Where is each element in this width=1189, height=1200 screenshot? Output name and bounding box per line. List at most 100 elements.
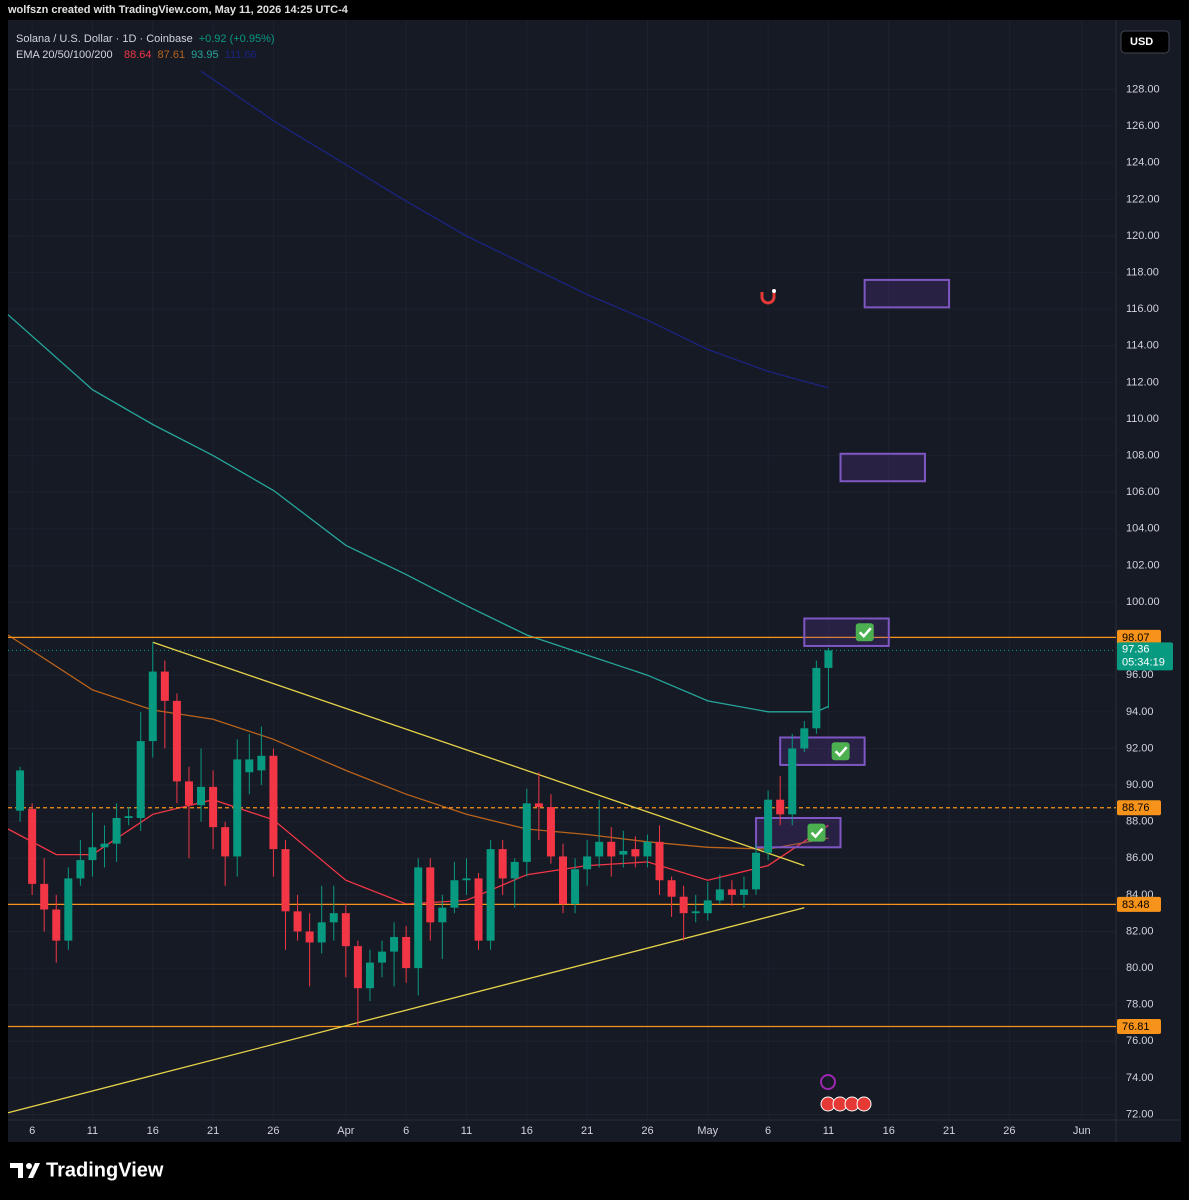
y-tick-label: 72.00 [1126, 1108, 1154, 1120]
currency[interactable]: USD [1130, 36, 1153, 48]
candle-body [739, 889, 748, 895]
y-tick-label: 78.00 [1126, 999, 1154, 1011]
candle-body [28, 808, 37, 884]
x-tick-label: 16 [883, 1125, 895, 1137]
candle-body [257, 755, 266, 771]
candle-body [607, 841, 616, 857]
level-tag [1117, 800, 1161, 816]
candle-body [788, 748, 797, 815]
currency-button[interactable] [1120, 30, 1170, 54]
y-tick-label: 110.00 [1126, 413, 1159, 425]
candle-body [486, 849, 495, 941]
x-tick-label: 6 [29, 1125, 35, 1137]
last-price-tag [1117, 642, 1173, 671]
candle-body [293, 911, 302, 932]
x-tick-label: 26 [1003, 1125, 1015, 1137]
candle-body [341, 913, 350, 947]
y-tick-label: 124.00 [1126, 157, 1160, 169]
candle-body [426, 867, 435, 923]
candle-body [402, 936, 411, 969]
candle-body [221, 827, 230, 857]
logo [10, 1163, 40, 1178]
level-label: 88.76 [1122, 802, 1150, 814]
candle-body [414, 867, 423, 969]
candle-body [184, 781, 193, 806]
candle-body [571, 869, 580, 905]
last-price-label: 97.36 [1122, 643, 1150, 655]
magnet-icon [760, 289, 776, 305]
indicator-value: 88.64 [124, 49, 152, 61]
countdown: 05:34:19 [1122, 656, 1165, 668]
y-tick-label: 100.00 [1126, 596, 1160, 608]
trendline [7, 907, 805, 1114]
x-tick-label: 21 [581, 1125, 593, 1137]
candle-body [631, 849, 640, 857]
candle-body [679, 896, 688, 914]
x-tick-label: May [697, 1125, 718, 1137]
candle-body [824, 650, 833, 668]
candle-body [76, 860, 85, 879]
candle-body [703, 900, 712, 914]
y-tick-label: 116.00 [1126, 303, 1159, 315]
level-tag [1117, 896, 1161, 912]
y-tick-label: 74.00 [1126, 1072, 1154, 1084]
x-tick-label: 26 [267, 1125, 279, 1137]
candle-body [16, 770, 25, 811]
event-icons [820, 1074, 872, 1112]
candle-body [172, 700, 181, 782]
credit: wolfszn created with TradingView.com, Ma… [7, 4, 349, 16]
check-icon [807, 823, 826, 842]
candle-body [317, 922, 326, 943]
check-mark [834, 746, 848, 758]
candle-body [305, 931, 314, 943]
candle-body [800, 728, 809, 749]
candle-body [365, 962, 374, 989]
y-tick-label: 114.00 [1126, 340, 1159, 352]
candle-body [474, 878, 483, 941]
candle-body [245, 759, 254, 773]
candle-body [233, 759, 242, 857]
candle-body [691, 911, 700, 914]
ema-line [7, 314, 829, 713]
candle-body [498, 849, 507, 879]
x-tick-label: 16 [147, 1125, 159, 1137]
candle-body [136, 741, 145, 819]
y-tick-label: 112.00 [1126, 376, 1159, 388]
candle-body [764, 799, 773, 853]
candle-body [52, 909, 61, 941]
candle-body [715, 889, 724, 901]
candle-body [546, 807, 555, 857]
y-tick-label: 128.00 [1126, 83, 1160, 95]
candle-body [812, 667, 821, 729]
y-tick-label: 88.00 [1126, 816, 1154, 828]
brand: TradingView [46, 1159, 164, 1181]
candle-body [462, 878, 471, 881]
x-tick-label: 6 [765, 1125, 771, 1137]
level-label: 98.07 [1122, 632, 1150, 644]
y-tick-label: 92.00 [1126, 742, 1154, 754]
zone [803, 617, 890, 647]
candle-body [583, 856, 592, 870]
y-tick-label: 86.00 [1126, 852, 1154, 864]
zone [839, 452, 926, 483]
candle-body [776, 799, 785, 815]
x-tick-label: 6 [403, 1125, 409, 1137]
y-tick-label: 76.00 [1126, 1035, 1154, 1047]
x-tick-label: 21 [207, 1125, 219, 1137]
candle-body [88, 847, 97, 861]
indicator-value: 111.66 [225, 49, 257, 61]
indicator-value: 93.95 [191, 49, 219, 61]
candle-body [329, 913, 338, 923]
plot [7, 20, 1116, 1120]
candle-body [112, 818, 121, 844]
check-icon [855, 623, 874, 642]
level-tag [1117, 1018, 1161, 1034]
candle-body [643, 841, 652, 857]
y-tick-label: 104.00 [1126, 523, 1160, 535]
candle-body [64, 878, 73, 941]
candle-body [752, 852, 761, 890]
candle-body [378, 951, 387, 963]
check-mark [810, 827, 824, 839]
x-tick-label: 16 [521, 1125, 533, 1137]
